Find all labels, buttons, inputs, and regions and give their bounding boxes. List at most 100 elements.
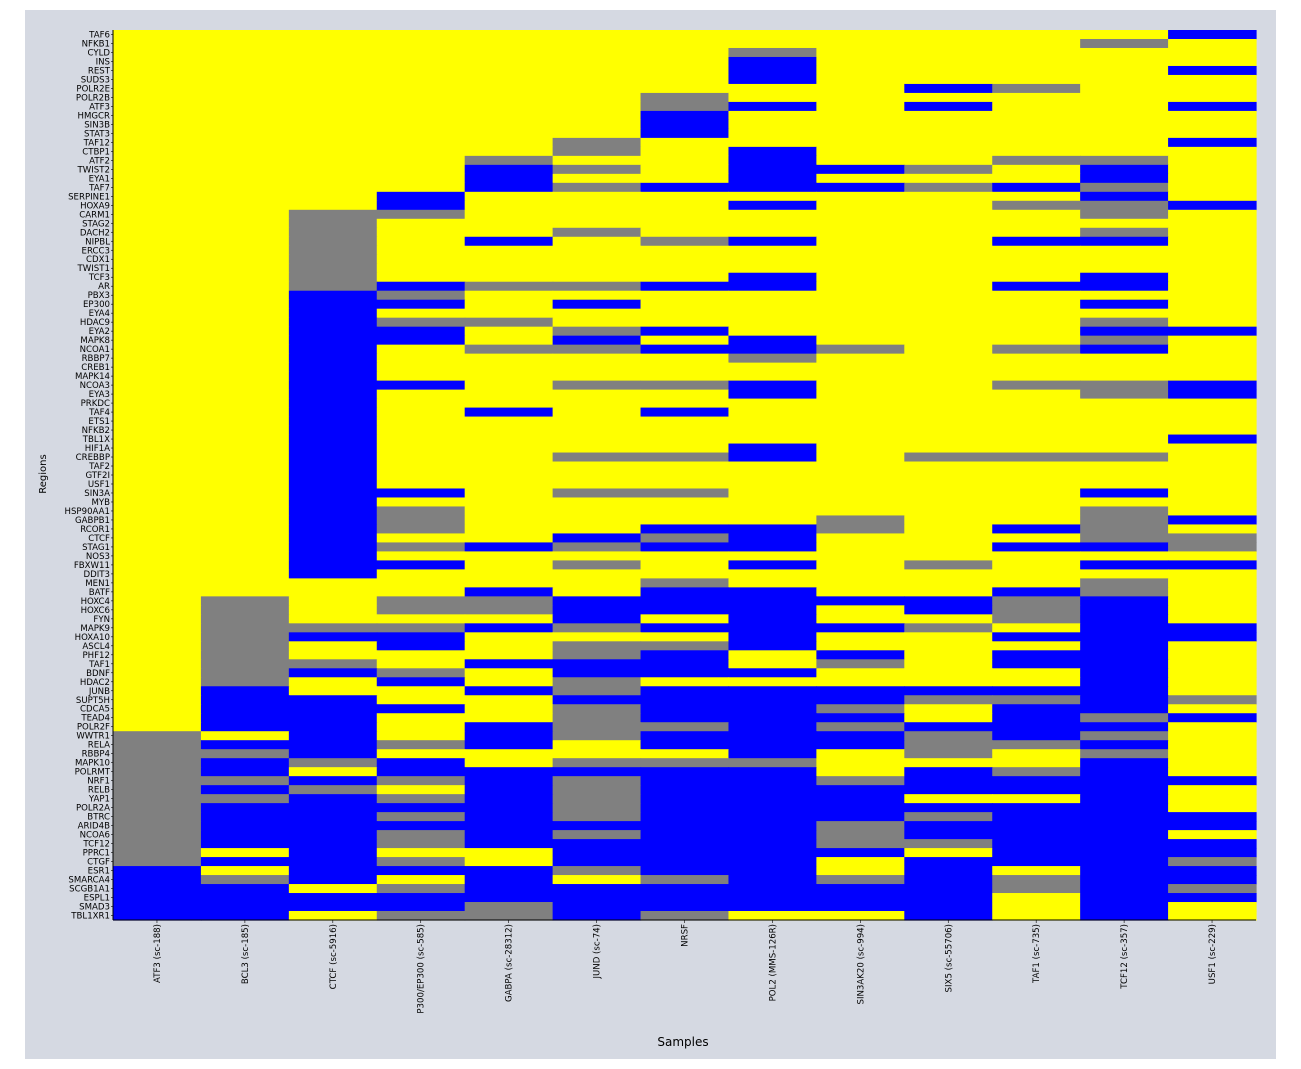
region-label: PBX3 [88, 291, 110, 301]
heatmap-cell [464, 812, 554, 822]
heatmap-cell [376, 173, 466, 184]
heatmap-cell [113, 254, 202, 265]
heatmap-cell [113, 488, 202, 499]
heatmap-cell [816, 884, 905, 894]
heatmap-cell [904, 731, 993, 741]
heatmap-cell [113, 362, 202, 373]
heatmap-cell [1168, 110, 1257, 121]
heatmap-cell [728, 686, 817, 696]
heatmap-cell [113, 911, 202, 921]
heatmap-cell [992, 254, 1081, 265]
heatmap-cell [816, 749, 905, 759]
region-label: DDIT3 [84, 570, 111, 580]
heatmap-cell [816, 209, 905, 220]
heatmap-cell [816, 308, 905, 319]
heatmap-cell [552, 497, 642, 508]
heatmap-cell [113, 875, 202, 885]
heatmap-cell [640, 911, 730, 921]
heatmap-cell [200, 56, 290, 67]
heatmap-cell [904, 506, 993, 517]
heatmap-cell [200, 785, 290, 795]
heatmap-cell [728, 38, 817, 49]
heatmap-cell [1168, 596, 1257, 606]
heatmap-cell [992, 344, 1081, 355]
heatmap-cell [1080, 902, 1169, 912]
heatmap-cell [816, 875, 905, 885]
heatmap-cell [992, 542, 1081, 553]
heatmap-cell [904, 551, 993, 561]
heatmap-cell [728, 209, 817, 220]
heatmap-cell [464, 299, 554, 310]
heatmap-cell [640, 722, 730, 732]
heatmap-cell [992, 488, 1081, 499]
heatmap-cell [552, 362, 642, 373]
heatmap-cell [640, 596, 730, 606]
heatmap-cell [1168, 119, 1257, 130]
heatmap-cell [464, 470, 554, 481]
heatmap-cell [552, 704, 642, 714]
heatmap-cell [1080, 623, 1169, 633]
region-label: ATF2 [89, 156, 110, 166]
heatmap-cell [552, 866, 642, 876]
heatmap-cell [1080, 776, 1169, 786]
heatmap-cell [904, 110, 993, 121]
heatmap-cell [992, 758, 1081, 768]
region-label: RELB [88, 786, 110, 796]
heatmap-cell [464, 308, 554, 319]
heatmap-cell [376, 704, 466, 714]
heatmap-cell [288, 812, 378, 822]
heatmap-cell [640, 209, 730, 220]
heatmap-cell [552, 398, 642, 409]
heatmap-cell [200, 425, 290, 436]
heatmap-cell [1080, 407, 1169, 418]
heatmap-cell [640, 236, 730, 247]
heatmap-cell [288, 191, 378, 202]
heatmap-cell [992, 182, 1081, 193]
heatmap-cell [552, 200, 642, 211]
heatmap-cell [376, 497, 466, 508]
heatmap-cell [200, 30, 290, 40]
heatmap-cell [1168, 92, 1257, 103]
heatmap-cell [816, 38, 905, 49]
heatmap-cell [816, 515, 905, 526]
heatmap-cell [376, 272, 466, 283]
heatmap-cell [1080, 155, 1169, 166]
heatmap-cell [904, 137, 993, 148]
region-label: TCF3 [88, 273, 110, 283]
heatmap-cell [464, 515, 554, 526]
heatmap-cell [113, 236, 202, 247]
heatmap-cell [640, 515, 730, 526]
heatmap-cell [552, 164, 642, 175]
heatmap-cell [376, 479, 466, 490]
heatmap-cell [113, 416, 202, 427]
heatmap-cell [552, 596, 642, 606]
heatmap-cell [992, 30, 1081, 40]
heatmap-cell [200, 371, 290, 382]
heatmap-cell [816, 110, 905, 121]
heatmap-cell [464, 830, 554, 840]
heatmap-cell [728, 443, 817, 454]
heatmap-cell [113, 263, 202, 274]
heatmap-cell [1080, 893, 1169, 903]
heatmap-cell [113, 290, 202, 301]
heatmap-cell [376, 830, 466, 840]
heatmap-cell [1080, 866, 1169, 876]
heatmap-cell [200, 740, 290, 750]
heatmap-cell [992, 614, 1081, 624]
heatmap-cell [816, 371, 905, 382]
heatmap-cell [728, 272, 817, 283]
heatmap-cell [1168, 146, 1257, 157]
heatmap-cell [1168, 686, 1257, 696]
heatmap-cell [1080, 101, 1169, 112]
heatmap-cell [376, 515, 466, 526]
heatmap-cell [728, 731, 817, 741]
heatmap-cell [728, 119, 817, 130]
heatmap-cell [1080, 785, 1169, 795]
heatmap-cell [288, 731, 378, 741]
heatmap-cell [113, 596, 202, 606]
heatmap-cell [200, 281, 290, 292]
heatmap-cell [200, 407, 290, 418]
region-label: HIF1A [85, 444, 110, 454]
heatmap-cell [464, 875, 554, 885]
heatmap-cell [1168, 812, 1257, 822]
